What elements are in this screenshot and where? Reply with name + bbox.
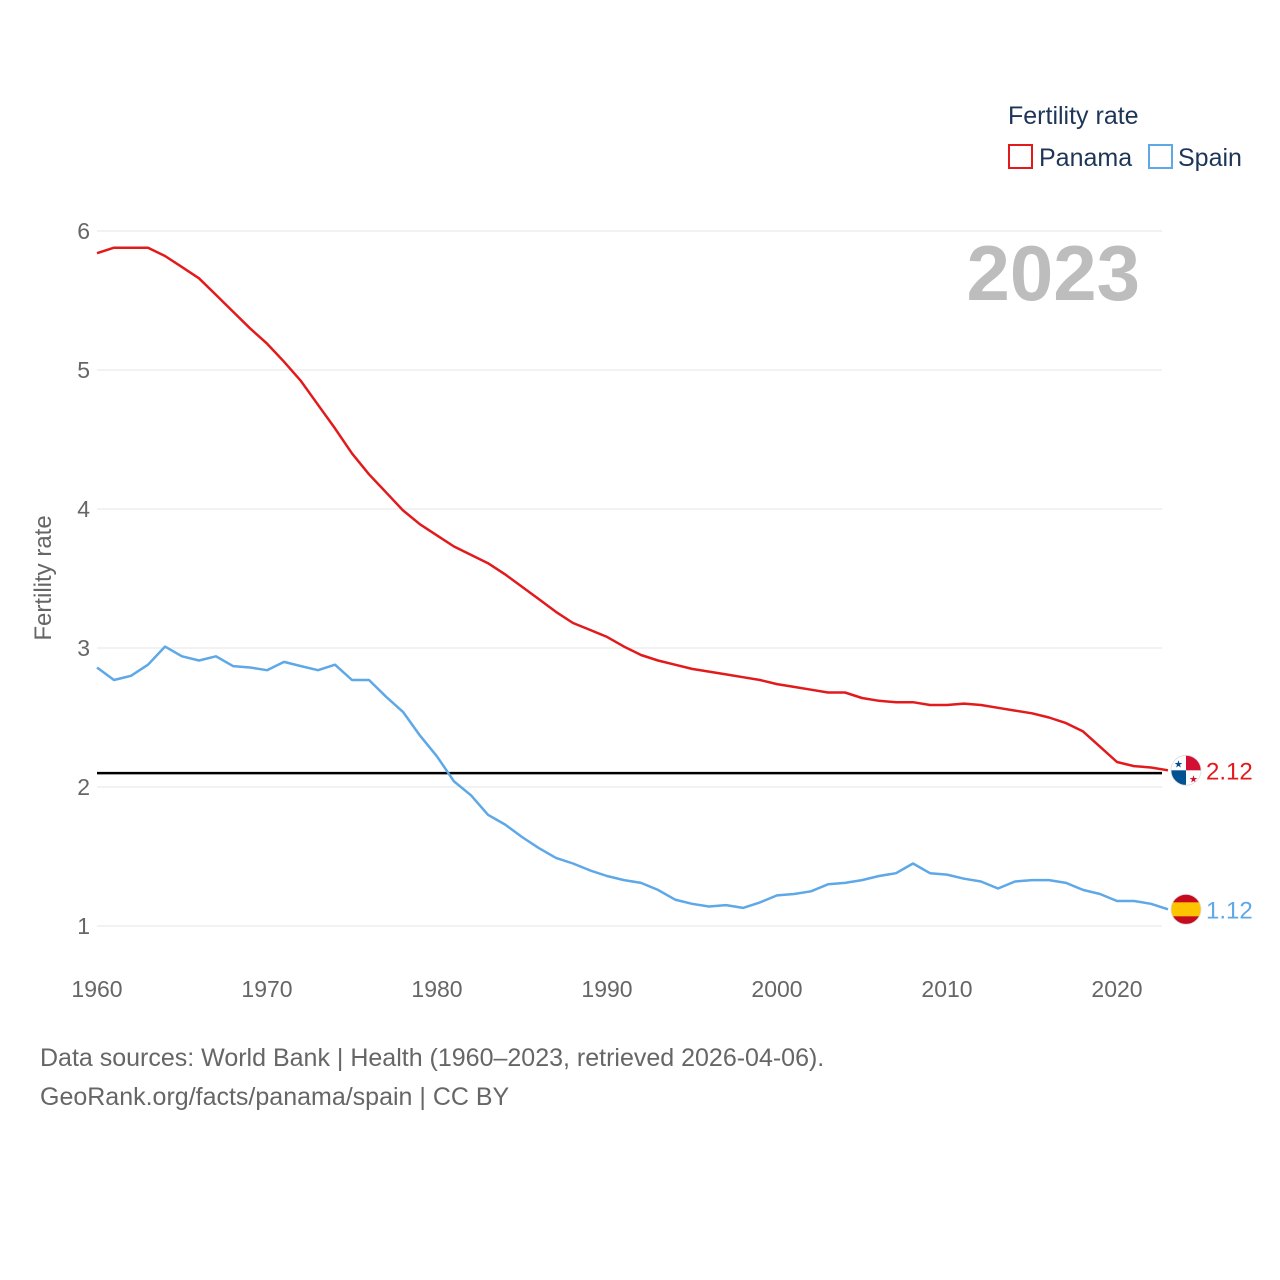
end-value-label-panama: 2.12 [1206,758,1253,785]
legend-swatch-spain [1148,144,1173,169]
end-markers: ★★ 2.121.12 [1170,754,1253,925]
end-value-label-spain: 1.12 [1206,897,1253,924]
legend-title: Fertility rate [1008,102,1139,130]
legend-swatch-panama [1008,144,1033,169]
x-tick-label-2020: 2020 [1091,976,1142,1002]
fertility-rate-chart: 1 2 3 4 5 6 1960 1970 1980 1990 2000 2010 2020 Fert… [30,102,1253,1002]
legend-item-panama[interactable]: Panama [1008,144,1132,172]
series-line-spain [96,645,1169,911]
data-sources-note: Data sources: World Bank | Health (1960–… [40,1044,825,1072]
panama-flag-icon: ★★ [1170,754,1202,786]
spain-flag-icon [1170,893,1202,925]
x-tick-label-2010: 2010 [921,976,972,1002]
x-axis-ticks: 1960 1970 1980 1990 2000 2010 2020 [71,976,1142,1002]
legend-item-spain[interactable]: Spain [1148,144,1242,172]
y-axis-title: Fertility rate [30,515,57,640]
y-tick-label-4: 4 [77,496,90,522]
x-tick-label-1970: 1970 [241,976,292,1002]
svg-text:★: ★ [1174,759,1183,770]
current-year-label: 2023 [966,229,1140,317]
x-tick-label-2000: 2000 [751,976,802,1002]
y-axis-ticks: 1 2 3 4 5 6 [77,218,90,939]
legend-label-panama: Panama [1039,144,1132,172]
series-lines [96,246,1169,911]
credit-link[interactable]: GeoRank.org/facts/panama/spain | CC BY [40,1083,510,1111]
legend: Fertility rate Panama Spain [1008,102,1242,172]
svg-text:★: ★ [1189,774,1198,785]
legend-label-spain: Spain [1178,144,1242,172]
y-tick-label-6: 6 [77,218,90,244]
series-line-panama [96,246,1169,772]
x-tick-label-1980: 1980 [411,976,462,1002]
y-tick-label-2: 2 [77,774,90,800]
x-tick-label-1960: 1960 [71,976,122,1002]
y-tick-label-3: 3 [77,635,90,661]
x-tick-label-1990: 1990 [581,976,632,1002]
y-tick-label-1: 1 [77,913,90,939]
y-tick-label-5: 5 [77,357,90,383]
